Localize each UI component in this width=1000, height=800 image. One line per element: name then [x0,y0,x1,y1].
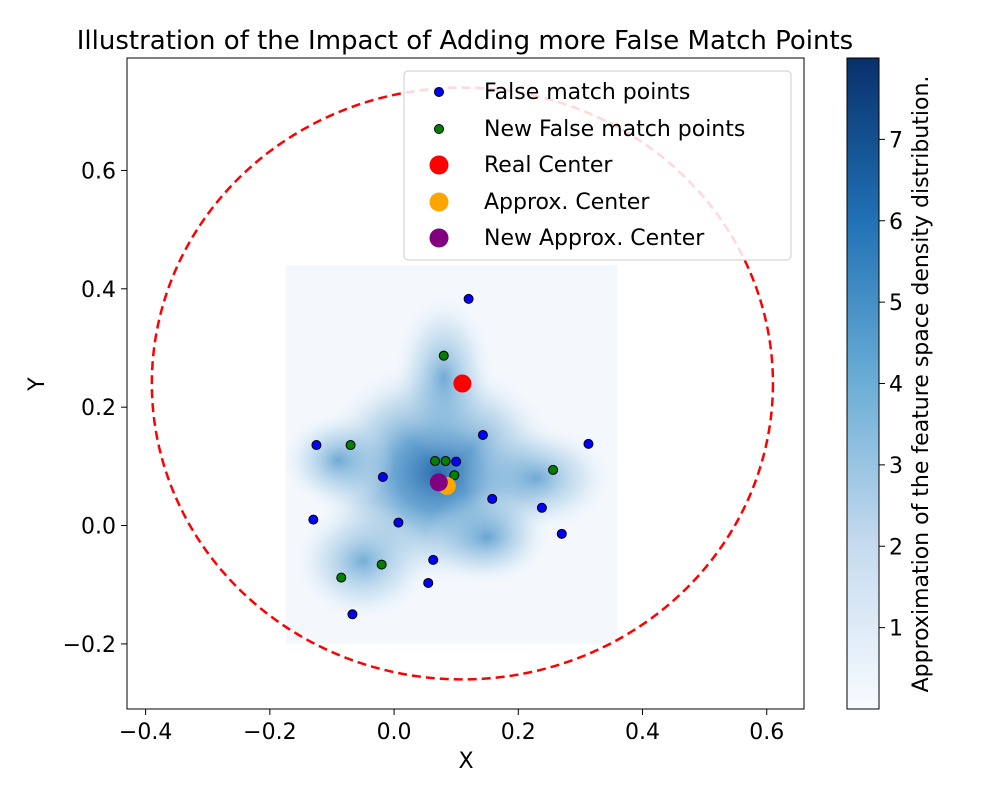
colorbar-ticks: 1 2 3 4 5 6 7 [879,128,903,642]
false-match-point [463,293,474,304]
density-blob [425,490,550,585]
y-tick-label: 0.6 [81,159,116,184]
legend-marker-new-approx-center [429,228,449,248]
y-axis-label: Y [25,377,50,392]
new-false-match-point [548,464,559,475]
colorbar-tick-label: 2 [889,535,903,560]
colorbar-tick-label: 5 [889,291,903,316]
colorbar: 1 2 3 4 5 6 7 Approximation of the feature spa… [846,57,934,710]
colorbar-label: Approximation of the feature space densi… [909,76,934,693]
colorbar-tick-label: 4 [889,373,903,398]
colorbar-gradient [846,57,880,710]
density-map [285,265,618,644]
legend-label-new-approx-center: New Approx. Center [484,226,705,251]
legend-marker-real-center [429,155,449,175]
false-match-point [428,554,439,565]
legend: False match points New False match point… [403,70,792,261]
new-false-match-point [430,456,441,467]
y-tick-label: 0.4 [81,278,116,303]
new-false-match-point [345,440,356,451]
colorbar-tick-label: 3 [889,454,903,479]
new-false-match-point [440,456,451,467]
false-match-point [347,609,358,620]
legend-marker-approx-center [429,192,449,212]
x-axis-ticks: −0.4 −0.2 0.0 0.2 0.4 0.6 [119,709,784,745]
chart-title: Illustration of the Impact of Adding mor… [77,26,853,56]
legend-marker-new-false-match [434,124,444,134]
legend-label-false-match: False match points [484,80,690,105]
x-tick-label: −0.4 [119,720,172,745]
false-match-point [477,429,488,440]
x-axis-label: X [458,749,473,774]
plot-frame [126,57,805,710]
new-false-match-point [449,470,460,481]
colorbar-tick-label: 6 [889,210,903,235]
false-match-point [556,528,567,539]
real-center-point [453,374,472,393]
legend-marker-false-match [434,87,444,97]
false-match-point [451,456,462,467]
false-match-point [583,438,594,449]
y-tick-label: 0.0 [81,515,116,540]
y-tick-label: −0.2 [63,633,116,658]
new-approx-center-point [429,473,448,492]
false-match-point [423,577,434,588]
new-false-match-point [376,559,387,570]
false-match-point [311,440,322,451]
x-tick-label: −0.2 [243,720,296,745]
density-blob [294,501,432,621]
x-tick-label: 0.0 [377,720,412,745]
density-blob [285,413,395,508]
colorbar-tick-label: 7 [889,128,903,153]
scatter-points [308,293,594,620]
false-match-point [487,493,498,504]
legend-box [403,70,792,261]
colorbar-tick-label: 1 [889,617,903,642]
legend-label-new-false-match: New False match points [484,117,745,142]
new-false-match-point [438,350,449,361]
false-match-point [393,517,404,528]
false-match-point [536,502,547,513]
legend-label-approx-center: Approx. Center [484,190,650,215]
y-axis-ticks: −0.2 0.0 0.2 0.4 0.6 [63,159,127,658]
legend-label-real-center: Real Center [484,153,613,178]
false-match-point [308,514,319,525]
new-false-match-point [336,572,347,583]
false-match-point [377,472,388,483]
x-tick-label: 0.2 [501,720,536,745]
y-tick-label: 0.2 [81,396,116,421]
x-tick-label: 0.4 [625,720,660,745]
density-blob [394,294,494,461]
x-tick-label: 0.6 [749,720,784,745]
